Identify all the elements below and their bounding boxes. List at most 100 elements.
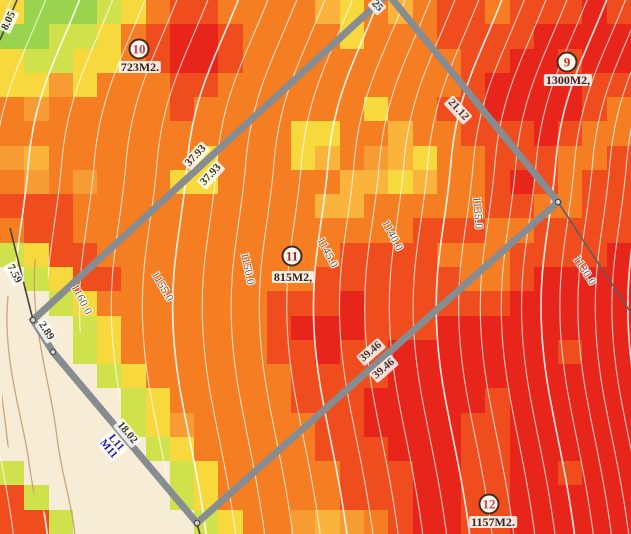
heatmap-cell — [97, 291, 122, 316]
contour-line — [577, 28, 631, 534]
heatmap-cell — [412, 218, 437, 243]
heatmap-cell — [582, 436, 607, 462]
parcel-marker-11[interactable]: 11 — [281, 245, 303, 267]
parcel-marker-10[interactable]: 10 — [128, 38, 150, 60]
heatmap-cell — [339, 48, 365, 73]
heatmap-cell — [606, 121, 631, 146]
heatmap-cell — [194, 436, 219, 462]
heatmap-cell — [145, 364, 170, 389]
heatmap-cell — [485, 291, 510, 316]
heatmap-cell — [24, 388, 49, 413]
heatmap-cell — [72, 509, 98, 534]
heatmap-cell — [291, 364, 316, 389]
contour-elevation-label: 1155.0 — [149, 269, 176, 304]
heatmap-cell — [0, 194, 25, 219]
heatmap-cell — [315, 242, 340, 267]
boundary-vertex-dot — [554, 198, 562, 206]
parcel-marker-12[interactable]: 12 — [478, 493, 500, 515]
heatmap-cell — [145, 315, 170, 340]
heatmap-cell — [582, 291, 607, 316]
heatmap-cell — [194, 339, 219, 365]
heatmap-cell — [218, 242, 243, 267]
heatmap-cell — [266, 218, 292, 243]
heatmap-cell — [315, 339, 340, 365]
heatmap-cell — [242, 72, 267, 98]
heatmap-cell — [364, 97, 389, 122]
heatmap-cell — [606, 0, 631, 25]
heatmap-cell — [242, 169, 267, 195]
heatmap-cell — [533, 291, 559, 316]
heatmap-cell — [48, 145, 73, 170]
heatmap-cell — [558, 145, 583, 170]
heatmap-cell — [24, 218, 49, 243]
heatmap-cell — [97, 145, 122, 170]
contour-elevation-label: 1135.0 — [470, 196, 485, 230]
heatmap-cell — [291, 315, 316, 340]
heatmap-cell — [485, 218, 510, 243]
heatmap-cell — [145, 339, 170, 365]
heatmap-cell — [291, 145, 316, 170]
heatmap-cell — [364, 145, 389, 170]
heatmap-cell — [97, 169, 122, 195]
heatmap-cell — [533, 121, 559, 146]
contour-line — [458, 0, 525, 534]
heatmap-cell — [461, 436, 486, 462]
heatmap-cell — [169, 0, 195, 25]
boundary-vertex-dot — [49, 348, 57, 356]
boundary-extension-line — [196, 522, 201, 534]
heatmap-cell — [48, 48, 73, 73]
heatmap-cell — [606, 436, 631, 462]
heatmap-cell — [412, 145, 437, 170]
heatmap-cell — [291, 388, 316, 413]
heatmap-cell — [388, 509, 413, 534]
contour-line — [594, 70, 631, 534]
heatmap-cell — [606, 242, 631, 267]
dimension-label: 8.05 — [0, 7, 20, 35]
heatmap-cell — [242, 485, 267, 510]
heatmap-cell — [266, 0, 292, 25]
boundary-vertex-dot — [29, 316, 37, 324]
heatmap-cell — [121, 242, 146, 267]
heatmap-cell — [388, 121, 413, 146]
heatmap-cell — [242, 194, 267, 219]
heatmap-cell — [436, 461, 462, 486]
heatmap-cell — [339, 315, 365, 340]
heatmap-cell — [339, 194, 365, 219]
heatmap-cell — [145, 436, 170, 462]
heatmap-cell — [291, 339, 316, 365]
heatmap-cell — [169, 97, 195, 122]
parcel-marker-9[interactable]: 9 — [556, 51, 578, 73]
heatmap-cell — [218, 412, 243, 437]
heatmap-cell — [97, 72, 122, 98]
heatmap-cell — [364, 267, 389, 292]
parcel-area-label: 723M2. — [118, 60, 162, 74]
heatmap-cell — [145, 267, 170, 292]
heatmap-cell — [436, 339, 462, 365]
heatmap-cell — [72, 485, 98, 510]
heatmap-cell — [48, 242, 73, 267]
heatmap-cell — [242, 436, 267, 462]
heatmap-cell — [461, 388, 486, 413]
heatmap-cell — [97, 194, 122, 219]
heatmap-cell — [24, 267, 49, 292]
heatmap-cell — [461, 24, 486, 49]
heatmap-cell — [533, 97, 559, 122]
heatmap-cell — [242, 315, 267, 340]
dimension-label: 2.89 — [34, 317, 58, 345]
heatmap-cell — [485, 48, 510, 73]
heatmap-cell — [558, 24, 583, 49]
heatmap-cell — [24, 24, 49, 49]
heatmap-cell — [509, 461, 534, 486]
heatmap-cell — [145, 169, 170, 195]
heatmap-cell — [291, 97, 316, 122]
heatmap-cell — [461, 291, 486, 316]
heatmap-cell — [121, 72, 146, 98]
heatmap-cell — [72, 461, 98, 486]
heatmap-cell — [121, 267, 146, 292]
heatmap-cell — [145, 0, 170, 25]
heatmap-cell — [582, 169, 607, 195]
heatmap-cell — [558, 169, 583, 195]
heatmap-cell — [339, 461, 365, 486]
